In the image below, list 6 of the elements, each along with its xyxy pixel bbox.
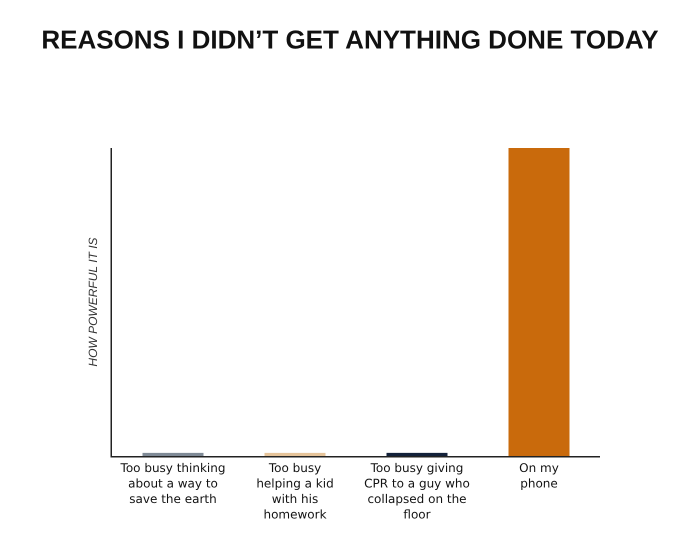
- x-tick-label: On my phone: [519, 460, 559, 490]
- y-axis-title: HOW POWERFUL IT IS: [86, 237, 100, 367]
- chart-title: REASONS I DIDN’T GET ANYTHING DONE TODAY: [41, 24, 659, 54]
- x-tick-label: Too busy giving CPR to a guy who collapsed on the floor: [364, 460, 470, 522]
- x-tick-label: Too busy helping a kid with his homework: [256, 460, 334, 522]
- x-tick-label: Too busy thinking about a way to save the earth: [120, 460, 226, 506]
